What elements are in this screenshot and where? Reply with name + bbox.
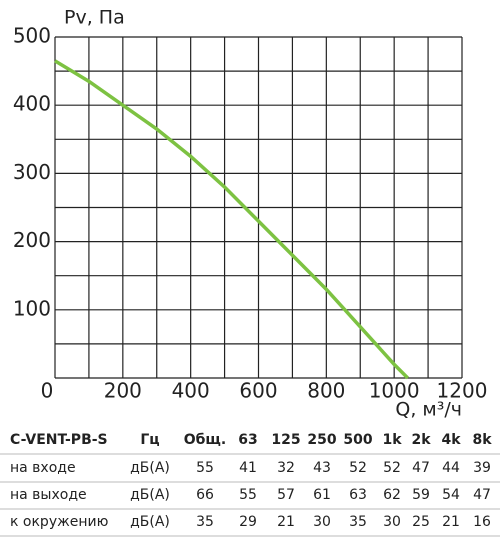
table-header: 2k	[411, 432, 431, 448]
table-cell: дБ(А)	[130, 487, 170, 503]
x-tick-label: 1000	[369, 379, 420, 403]
table-cell: дБ(А)	[130, 460, 170, 476]
y-axis-label: Pv, Па	[64, 7, 125, 29]
table-cell: 29	[239, 514, 257, 530]
table-cell: 30	[313, 514, 331, 530]
table-header: C-VENT-PB-S	[10, 432, 108, 448]
table-cell: 52	[383, 460, 401, 476]
x-tick-label: 1200	[437, 379, 488, 403]
table-cell: 21	[277, 514, 295, 530]
y-tick-label: 400	[13, 92, 51, 116]
table-cell: 54	[442, 487, 460, 503]
table-cell: 52	[349, 460, 367, 476]
table-cell: 35	[196, 514, 214, 530]
table-cell: 21	[442, 514, 460, 530]
table-header: 500	[343, 432, 372, 448]
y-tick-label: 100	[13, 296, 51, 320]
table-cell: 44	[442, 460, 460, 476]
table-cell: 32	[277, 460, 295, 476]
table-cell: 16	[473, 514, 491, 530]
x-tick-label: 0	[41, 379, 54, 403]
table-cell: на входе	[10, 460, 76, 476]
table-cell: 30	[383, 514, 401, 530]
y-tick-label: 500	[13, 24, 51, 48]
y-tick-label: 300	[13, 160, 51, 184]
table-cell: на выходе	[10, 487, 87, 503]
x-tick-label: 200	[104, 379, 142, 403]
table-cell: 61	[313, 487, 331, 503]
table-header: 8k	[472, 432, 492, 448]
table-header: 125	[271, 432, 300, 448]
table-cell: 47	[473, 487, 491, 503]
table-cell: 62	[383, 487, 401, 503]
table-cell: 57	[277, 487, 295, 503]
table-header: 1k	[382, 432, 402, 448]
table-cell: к окружению	[10, 514, 109, 530]
table-cell: 59	[412, 487, 430, 503]
x-tick-label: 600	[239, 379, 277, 403]
table-cell: 43	[313, 460, 331, 476]
table-cell: 39	[473, 460, 491, 476]
curve	[54, 59, 409, 380]
table-header: Гц	[140, 432, 159, 448]
table-cell: 55	[239, 487, 257, 503]
table-header: 250	[307, 432, 336, 448]
x-tick-label: 800	[307, 379, 345, 403]
table-cell: 41	[239, 460, 257, 476]
x-tick-label: 400	[172, 379, 210, 403]
table-cell: 63	[349, 487, 367, 503]
table-header: 63	[238, 432, 257, 448]
table-cell: 25	[412, 514, 430, 530]
table-cell: 66	[196, 487, 214, 503]
y-tick-label: 200	[13, 228, 51, 252]
x-axis-label: Q, м³/ч	[395, 399, 462, 421]
table-cell: дБ(А)	[130, 514, 170, 530]
table-header: 4k	[441, 432, 461, 448]
table-cell: 55	[196, 460, 214, 476]
table-header: Общ.	[184, 432, 226, 448]
table-cell: 47	[412, 460, 430, 476]
table-cell: 35	[349, 514, 367, 530]
